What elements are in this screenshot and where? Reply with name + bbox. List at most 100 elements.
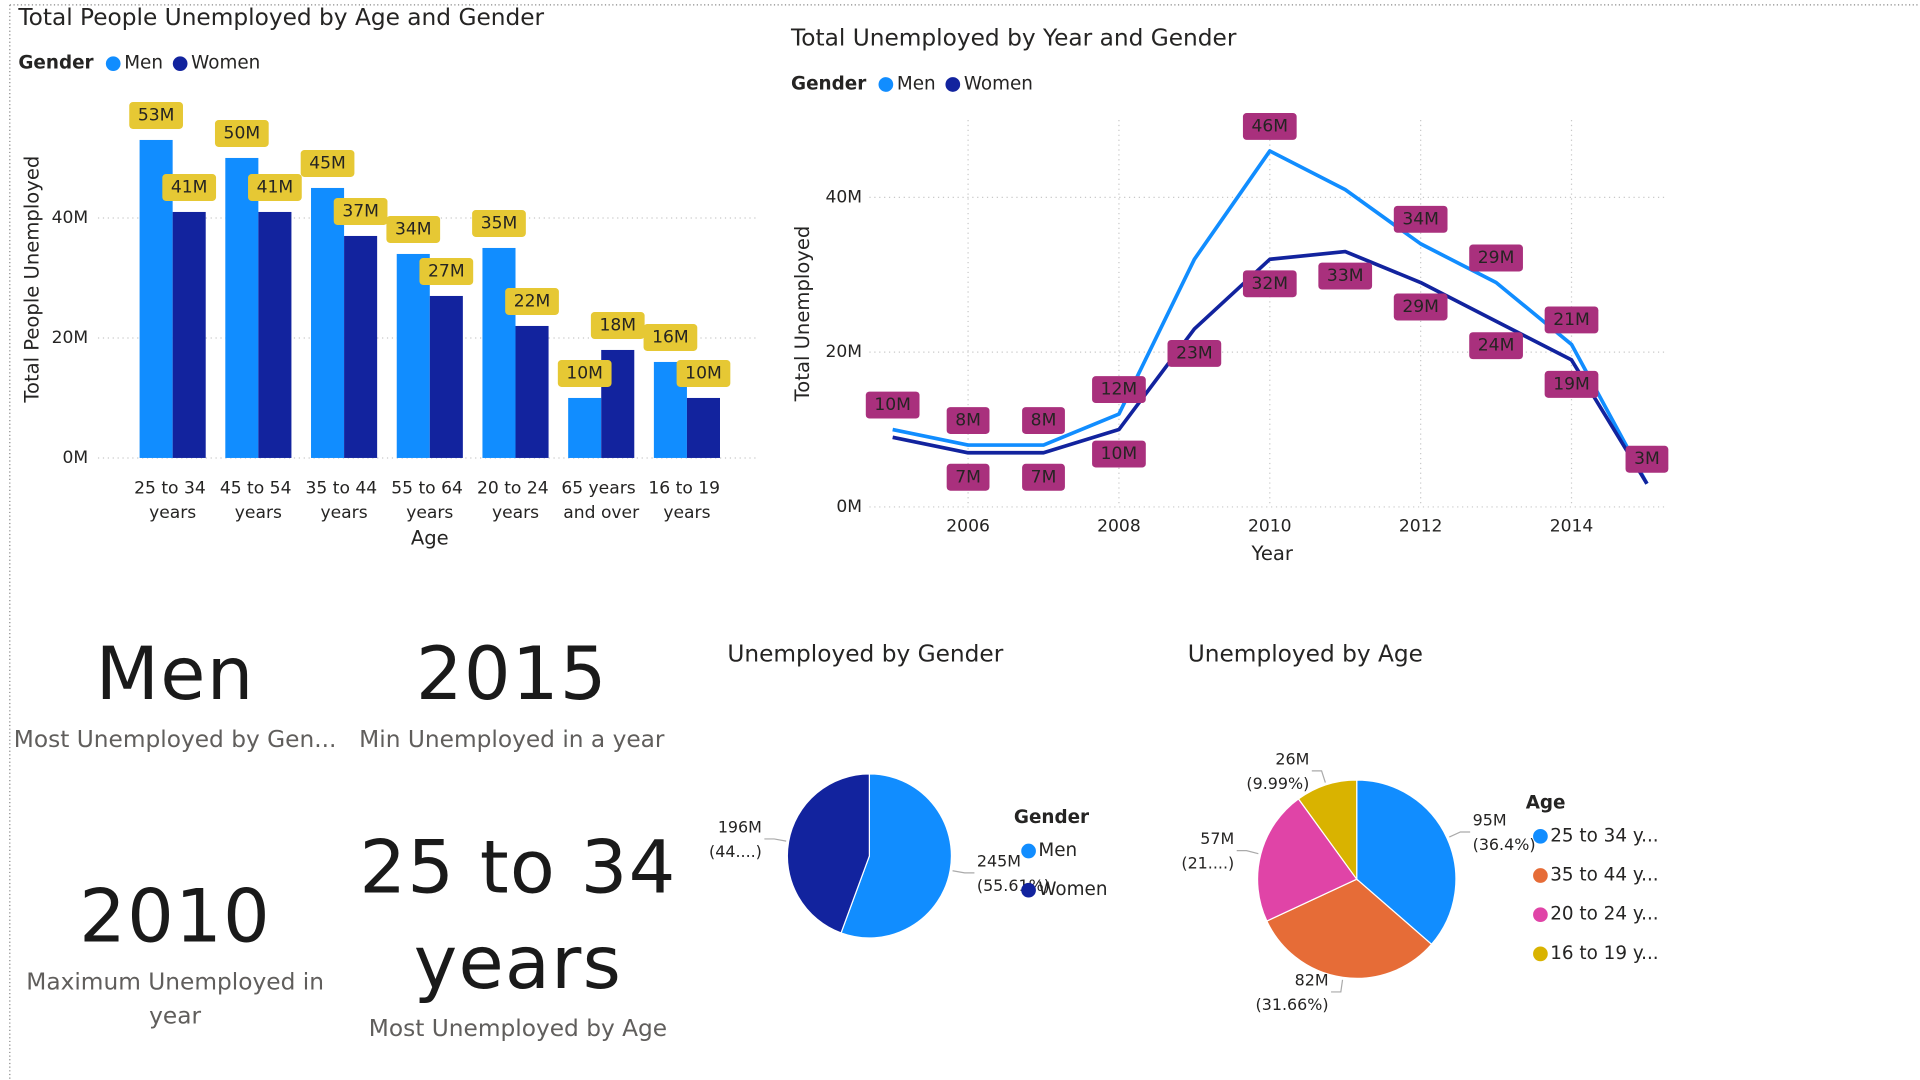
data-label-bg bbox=[1242, 270, 1297, 298]
x-tick-label: 25 to 34 years bbox=[134, 479, 211, 523]
kpi-card: 25 to 34 years Most Unemployed by Age bbox=[340, 820, 695, 1045]
x-tick-line: 35 to 44 bbox=[306, 479, 383, 499]
data-label: 7M bbox=[955, 467, 981, 487]
x-tick-line: 65 years bbox=[561, 479, 641, 499]
x-tick-label: 20 to 24 years bbox=[477, 479, 554, 523]
y-tick-label: 40M bbox=[52, 208, 89, 228]
leader-line bbox=[1448, 831, 1471, 838]
kpi-value: 2015 bbox=[415, 631, 608, 718]
kpi-label: Maximum Unemployed in year bbox=[26, 968, 324, 1030]
data-label-bg bbox=[1167, 339, 1222, 367]
pie-value-label: 26M bbox=[1275, 749, 1309, 768]
data-label: 50M bbox=[224, 123, 261, 143]
data-label: 21M bbox=[1553, 310, 1590, 330]
bar bbox=[429, 295, 463, 458]
data-label: 8M bbox=[955, 411, 981, 431]
y-tick-label: 0M bbox=[836, 497, 862, 517]
pie-value-label: 245M bbox=[977, 851, 1021, 870]
bar bbox=[344, 235, 378, 458]
legend-label: 25 to 34 y... bbox=[1550, 825, 1658, 846]
data-label-bg bbox=[557, 360, 612, 387]
pie-slice bbox=[786, 773, 871, 934]
legend-label: Men bbox=[897, 73, 936, 94]
kpi-card: Men Most Unemployed by Gen... bbox=[14, 627, 337, 757]
x-tick-label: 16 to 19 years bbox=[648, 479, 725, 523]
data-label-bg bbox=[1393, 205, 1448, 233]
data-label: 37M bbox=[342, 201, 379, 221]
pie-slice bbox=[840, 773, 953, 939]
data-label: 3M bbox=[1634, 449, 1660, 469]
pie-percent-label: (31.66%) bbox=[1256, 995, 1329, 1014]
x-tick-label: 45 to 54 years bbox=[220, 479, 297, 523]
y-tick-label: 20M bbox=[52, 328, 89, 348]
data-label: 34M bbox=[395, 219, 432, 239]
bar bbox=[258, 211, 292, 458]
data-label: 18M bbox=[599, 315, 636, 335]
leader-line bbox=[764, 838, 787, 842]
x-tick-line: and over bbox=[563, 503, 640, 523]
data-label-bg bbox=[1393, 293, 1448, 321]
x-tick-line: years bbox=[492, 503, 539, 523]
data-label: 41M bbox=[257, 177, 294, 197]
data-label-bg bbox=[333, 198, 388, 225]
leader-line bbox=[1236, 849, 1259, 855]
pie-value-label: 82M bbox=[1295, 970, 1329, 989]
data-label-bg bbox=[946, 463, 990, 491]
data-label-bg bbox=[386, 216, 441, 243]
pie-value-label: 95M bbox=[1473, 810, 1507, 829]
legend-marker bbox=[105, 56, 121, 72]
pie-slice bbox=[1356, 779, 1457, 946]
x-tick-label: 2006 bbox=[946, 517, 990, 537]
data-label-bg bbox=[248, 174, 302, 201]
data-label-bg bbox=[162, 174, 217, 201]
kpi-card: 2015 Min Unemployed in a year bbox=[347, 627, 678, 757]
legend-title: Age bbox=[1526, 792, 1566, 813]
y-tick-label: 20M bbox=[825, 342, 862, 362]
data-label: 29M bbox=[1402, 297, 1439, 317]
data-label-bg bbox=[1022, 407, 1065, 435]
data-label-bg bbox=[1544, 306, 1599, 334]
data-label: 10M bbox=[874, 395, 911, 415]
legend-marker bbox=[1021, 882, 1036, 898]
data-label-bg bbox=[1092, 440, 1146, 468]
chart-title: Total Unemployed by Year and Gender bbox=[790, 25, 1237, 52]
data-label: 16M bbox=[652, 327, 689, 347]
pie-value-label: 57M bbox=[1200, 829, 1234, 848]
x-axis-title: Year bbox=[1251, 542, 1294, 565]
data-label: 12M bbox=[1101, 380, 1138, 400]
legend-marker bbox=[1533, 868, 1548, 883]
legend-title: Gender bbox=[1014, 807, 1089, 828]
data-label: 32M bbox=[1252, 274, 1289, 294]
data-label-bg bbox=[676, 360, 731, 387]
legend-marker bbox=[1533, 828, 1548, 844]
x-tick-label: 2008 bbox=[1097, 517, 1141, 537]
y-axis-title: Total Unemployed bbox=[791, 226, 814, 403]
legend-title: Gender bbox=[18, 53, 93, 74]
data-label: 10M bbox=[566, 363, 603, 383]
x-tick-line: 45 to 54 bbox=[220, 479, 297, 499]
x-tick-line: years bbox=[321, 503, 368, 523]
data-label: 10M bbox=[685, 363, 722, 383]
data-label-bg bbox=[1544, 370, 1599, 398]
legend-marker bbox=[1533, 907, 1548, 923]
x-tick-label: 55 to 64 years bbox=[391, 479, 468, 523]
data-label-bg bbox=[590, 312, 645, 339]
chart-title: Unemployed by Age bbox=[1188, 641, 1423, 668]
y-tick-label: 0M bbox=[62, 448, 88, 468]
bar bbox=[396, 253, 430, 458]
data-label: 29M bbox=[1478, 248, 1515, 268]
data-label: 53M bbox=[138, 105, 175, 125]
bar bbox=[482, 247, 516, 458]
x-axis-title: Age bbox=[411, 526, 449, 549]
pie-slice bbox=[1297, 779, 1358, 882]
x-tick-label: 2012 bbox=[1399, 517, 1443, 537]
data-label-bg bbox=[1318, 262, 1373, 290]
legend-marker bbox=[878, 77, 894, 92]
legend-label: Women bbox=[191, 53, 260, 74]
data-label-bg bbox=[1092, 376, 1146, 404]
legend-marker bbox=[1533, 946, 1548, 962]
x-tick-line: 20 to 24 bbox=[477, 479, 554, 499]
data-label: 34M bbox=[1402, 209, 1439, 229]
